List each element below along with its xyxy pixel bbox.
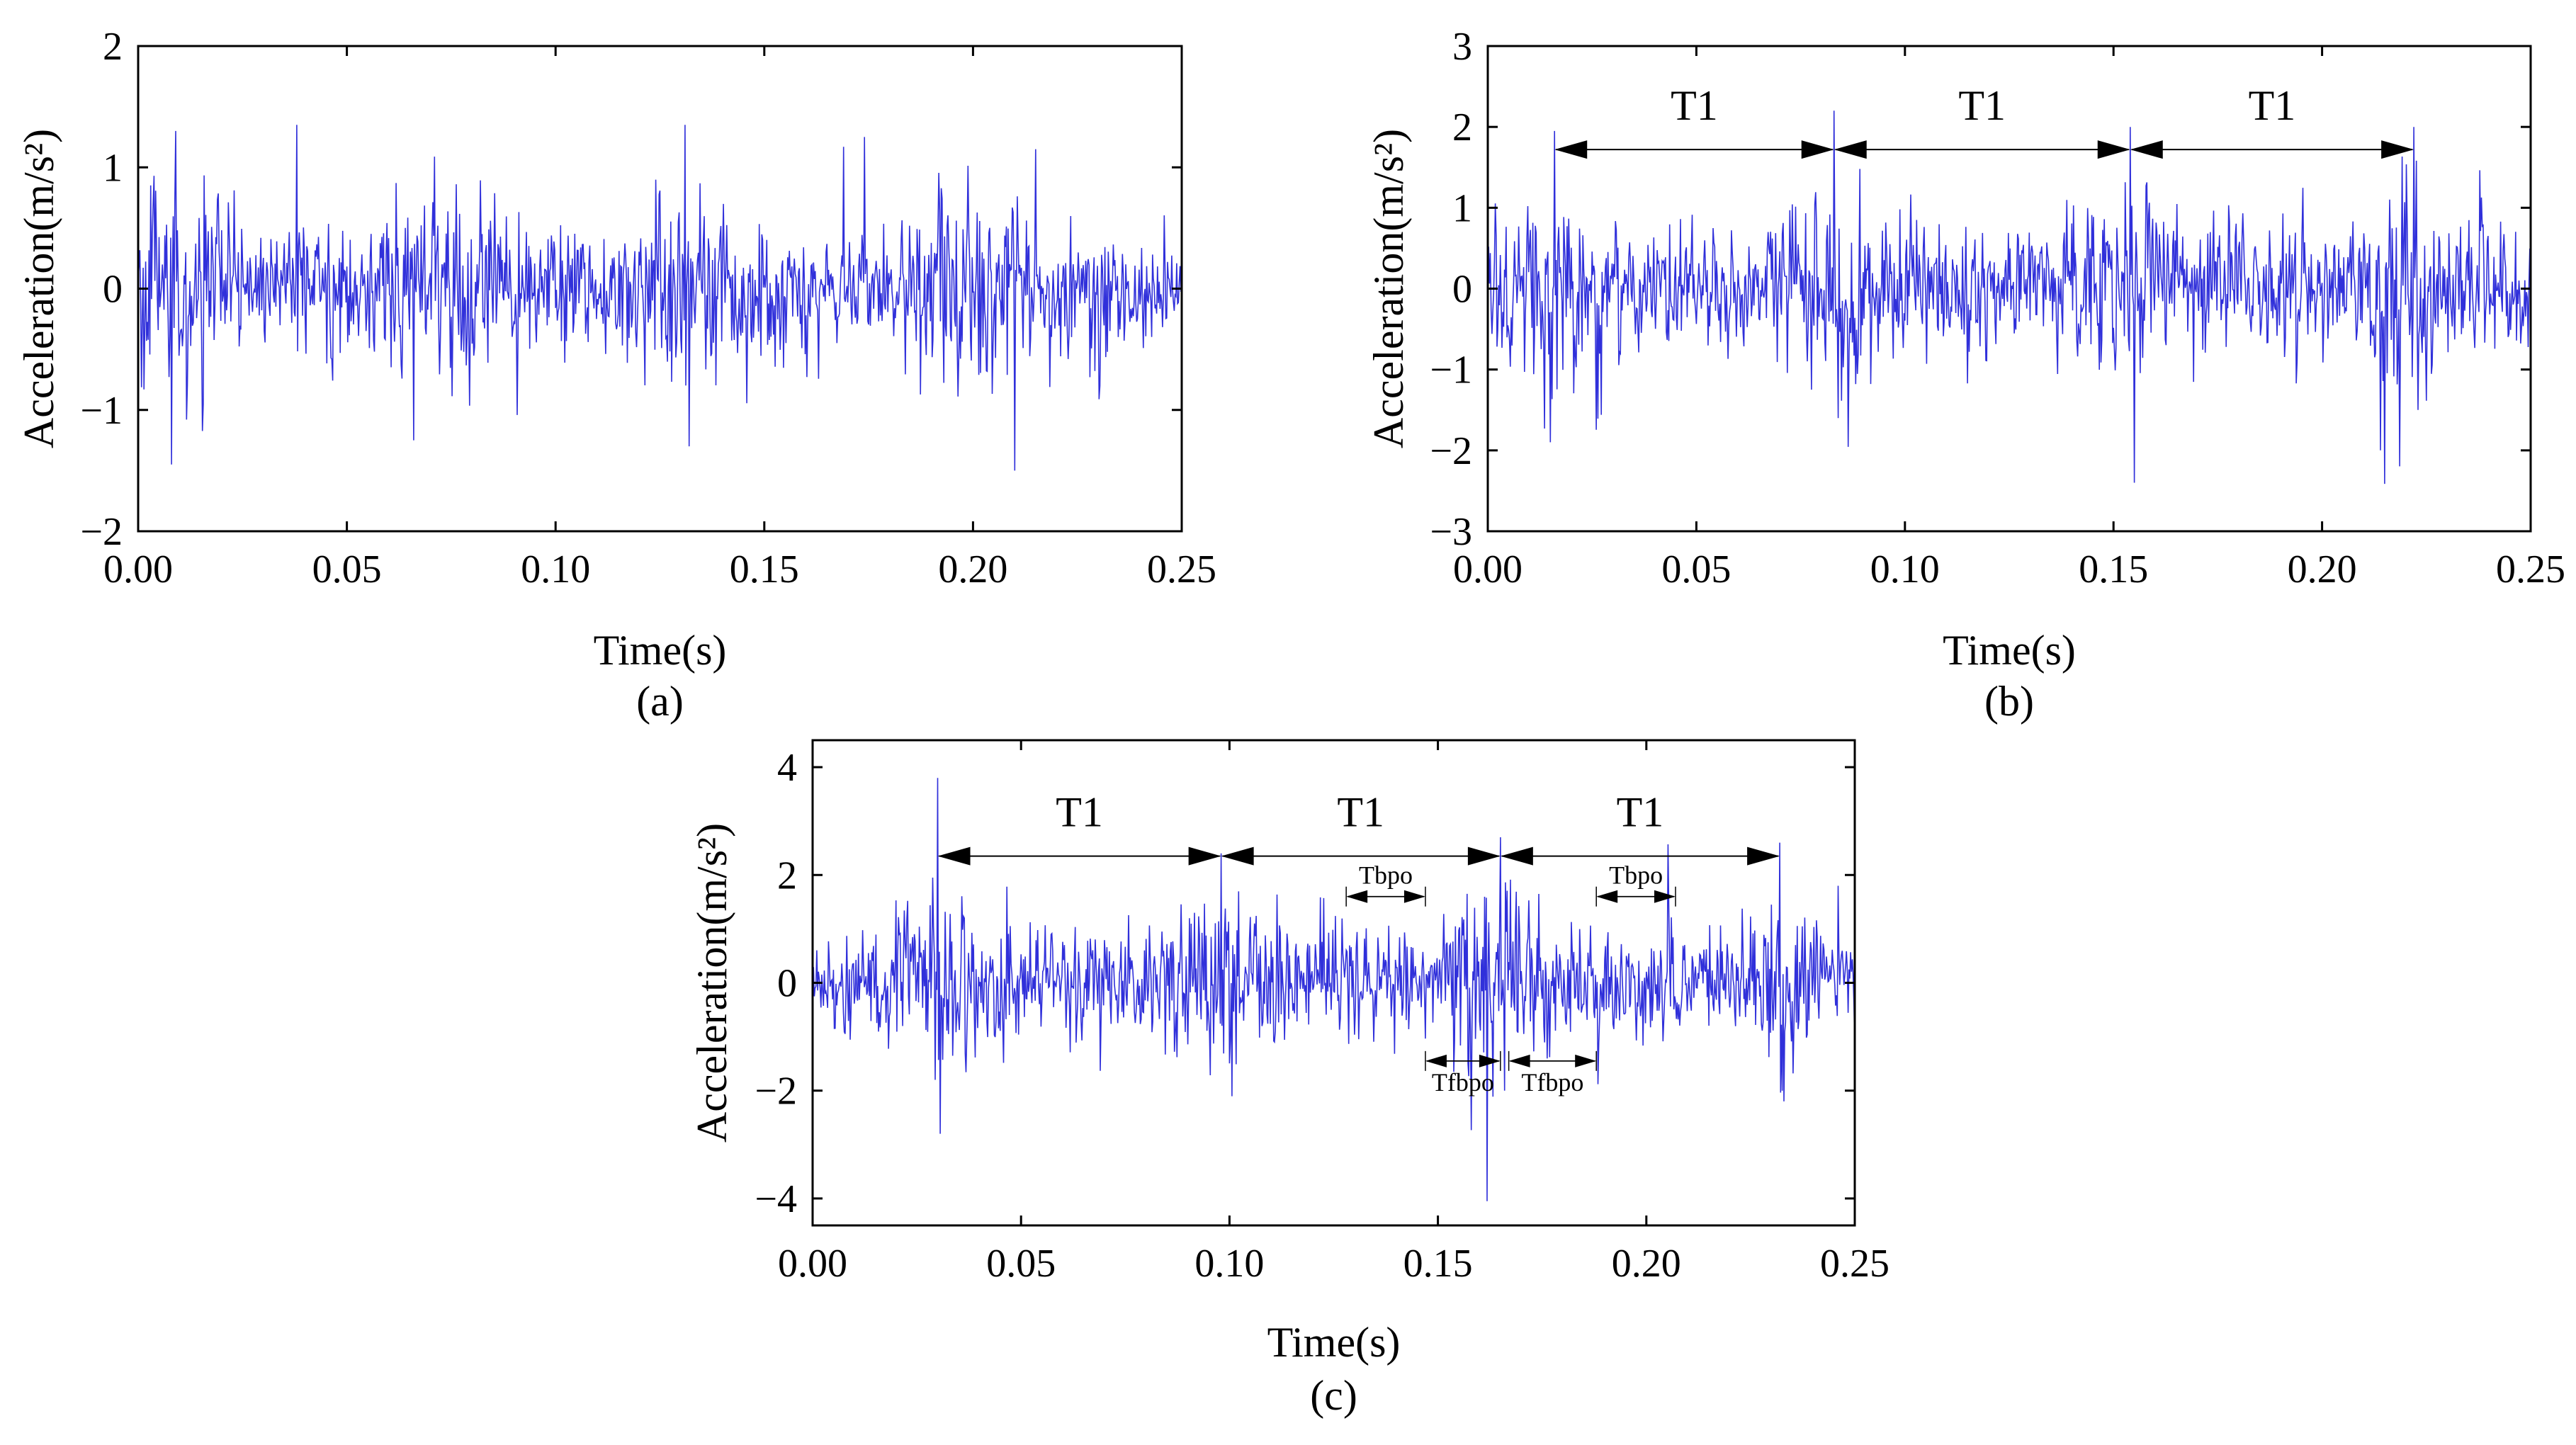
panel-b-y-tick-label: −2 <box>1430 429 1472 473</box>
panel-c-annotation-t1: T1 <box>937 789 1221 866</box>
panel-b-label: (b) <box>1984 678 2034 725</box>
panel-c-annotation-label: Tfbpo <box>1521 1068 1583 1096</box>
panel-c-annotation-arrowhead-right <box>1747 846 1780 866</box>
panel-c-annotation-arrowhead-left <box>1500 846 1533 866</box>
panel-b-x-tick-label: 0.05 <box>1661 548 1731 591</box>
panel-b-annotation-arrowhead-right <box>1801 140 1834 159</box>
panel-c-annotation-arrowhead-left <box>1221 846 1254 866</box>
panel-b-x-tick-label: 0.15 <box>2079 548 2148 591</box>
panel-c-annotation-label: T1 <box>1337 789 1384 836</box>
panel-c-x-axis-title: Time(s) <box>1267 1319 1401 1366</box>
panel-a-ticks: 0.00 0.05 0.10 0.15 0.20 0.25 −2 −1 0 1 2 <box>80 25 1216 591</box>
panel-a-x-tick-label: 0.20 <box>938 548 1007 591</box>
panel-b-ticks: 0.00 0.05 0.10 0.15 0.20 0.25 −3 −2 −1 0 1 2 3 <box>1430 25 2565 591</box>
panel-c-x-tick-label: 0.00 <box>778 1242 847 1286</box>
panel-c-annotation-label: T1 <box>1617 789 1664 836</box>
panel-a-y-tick-label: −2 <box>80 510 123 554</box>
panel-b-annotation-t1: T1 <box>2130 82 2414 159</box>
panel-c-annotation-arrowhead-left <box>1596 890 1618 903</box>
panel-c-annotation-t1: T1 <box>1221 789 1501 866</box>
panel-b-signal <box>1488 110 2531 484</box>
panel-b-y-tick-label: −3 <box>1430 510 1472 554</box>
panel-c-y-axis-title: Acceleration(m/s²) <box>689 823 735 1143</box>
panel-c-annotation-arrowhead-right <box>1654 890 1676 903</box>
panel-a-y-tick-label: 2 <box>103 25 123 69</box>
panel-a-label: (a) <box>636 678 684 725</box>
panel-b-x-tick-label: 0.25 <box>2496 548 2565 591</box>
panel-b-annotation-arrowhead-left <box>1554 140 1588 159</box>
panel-c-x-tick-label: 0.10 <box>1194 1242 1264 1286</box>
panel-c-y-tick-label: −4 <box>755 1177 797 1221</box>
panel-c-annotation-arrowhead-left <box>1425 1054 1447 1067</box>
panel-c-annotation-tbpo: Tbpo <box>1595 861 1676 907</box>
panel-b-y-axis-title: Acceleration(m/s²) <box>1365 129 1412 448</box>
panel-c-x-tick-label: 0.25 <box>1820 1242 1889 1286</box>
panel-c-signal <box>813 778 1855 1201</box>
panel-c-annotation-label: Tbpo <box>1359 861 1413 890</box>
panel-c-ticks: 0.00 0.05 0.10 0.15 0.20 0.25 −4 −2 0 2 4 <box>755 740 1889 1286</box>
panel-c-annotations: T1 T1 T1 Tbpo Tbpo Tfbpo Tfbpo <box>937 789 1780 1096</box>
panel-a-x-axis-title: Time(s) <box>594 627 727 674</box>
panel-a-x-tick-label: 0.10 <box>521 548 590 591</box>
panel-b-x-tick-label: 0.10 <box>1870 548 1940 591</box>
panel-b-y-tick-label: 0 <box>1452 268 1472 312</box>
panel-b-annotation-t1: T1 <box>1834 82 2130 159</box>
panel-c: 0.00 0.05 0.10 0.15 0.20 0.25 −4 −2 0 2 4 T1 T1 T1 Tb… <box>689 739 1889 1419</box>
panel-a-x-tick-label: 0.25 <box>1147 548 1216 591</box>
panel-a-x-tick-label: 0.00 <box>103 548 173 591</box>
panel-c-x-tick-label: 0.15 <box>1403 1242 1473 1286</box>
panel-c-annotation-arrowhead-left <box>937 846 971 866</box>
panel-c-annotation-tfbpo: Tfbpo <box>1425 1050 1501 1096</box>
panel-c-x-tick-label: 0.05 <box>986 1242 1056 1286</box>
panel-c-y-tick-label: 4 <box>777 746 797 790</box>
panel-c-annotation-arrowhead-right <box>1467 846 1501 866</box>
panel-a-x-tick-label: 0.05 <box>312 548 382 591</box>
panel-c-y-tick-label: 0 <box>777 962 797 1006</box>
panel-b-annotation-label: T1 <box>1958 82 2006 129</box>
panel-b-annotation-t1: T1 <box>1554 82 1834 159</box>
panel-b-annotation-arrowhead-left <box>2130 140 2163 159</box>
panel-c-annotation-arrowhead-right <box>1403 890 1425 903</box>
panel-c-annotation-arrowhead-left <box>1508 1054 1530 1067</box>
panel-a-y-tick-label: −1 <box>80 389 123 433</box>
panel-c-acceleration-series-line <box>813 778 1855 1201</box>
panel-b-annotation-arrowhead-left <box>1834 140 1867 159</box>
panel-c-annotation-arrowhead-left <box>1346 890 1368 903</box>
panel-b-y-tick-label: 3 <box>1452 25 1472 69</box>
panel-a-acceleration-series-line <box>138 125 1182 471</box>
panel-b-annotation-label: T1 <box>1671 82 1718 129</box>
panel-c-label: (c) <box>1310 1372 1357 1419</box>
panel-b-annotation-arrowhead-right <box>2381 140 2414 159</box>
panel-c-annotation-label: T1 <box>1056 789 1103 836</box>
panel-c-annotation-label: Tbpo <box>1609 861 1663 890</box>
panel-b-y-tick-label: −1 <box>1430 348 1472 392</box>
panel-b-annotations: T1 T1 T1 <box>1554 82 2414 159</box>
panel-b-y-tick-label: 2 <box>1452 106 1472 149</box>
panel-a-y-axis-title: Acceleration(m/s²) <box>16 129 62 448</box>
panel-c-annotation-arrowhead-right <box>1188 846 1221 866</box>
panel-a-signal <box>138 125 1182 471</box>
panel-b-annotation-label: T1 <box>2249 82 2296 129</box>
panel-c-annotation-tbpo: Tbpo <box>1345 861 1426 907</box>
panel-b-acceleration-series-line <box>1488 110 2531 484</box>
panel-c-annotation-arrowhead-right <box>1479 1054 1501 1067</box>
panel-c-y-tick-label: 2 <box>777 854 797 897</box>
panel-b-y-tick-label: 1 <box>1452 186 1472 230</box>
panel-c-annotation-tfbpo: Tfbpo <box>1508 1050 1597 1096</box>
panel-a-y-tick-label: 1 <box>103 146 123 190</box>
panel-a-y-tick-label: 0 <box>103 268 123 312</box>
panel-b-annotation-arrowhead-right <box>2097 140 2130 159</box>
panel-a-x-tick-label: 0.15 <box>730 548 799 591</box>
panel-b-x-axis-title: Time(s) <box>1943 627 2076 674</box>
panel-c-annotation-arrowhead-right <box>1575 1054 1597 1067</box>
panel-b-x-tick-label: 0.20 <box>2288 548 2357 591</box>
panel-c-x-tick-label: 0.20 <box>1612 1242 1681 1286</box>
panel-b-x-tick-label: 0.00 <box>1453 548 1523 591</box>
panel-c-annotation-t1: T1 <box>1500 789 1780 866</box>
panel-c-annotation-label: Tfbpo <box>1432 1068 1494 1096</box>
panel-c-y-tick-label: −2 <box>755 1070 797 1114</box>
